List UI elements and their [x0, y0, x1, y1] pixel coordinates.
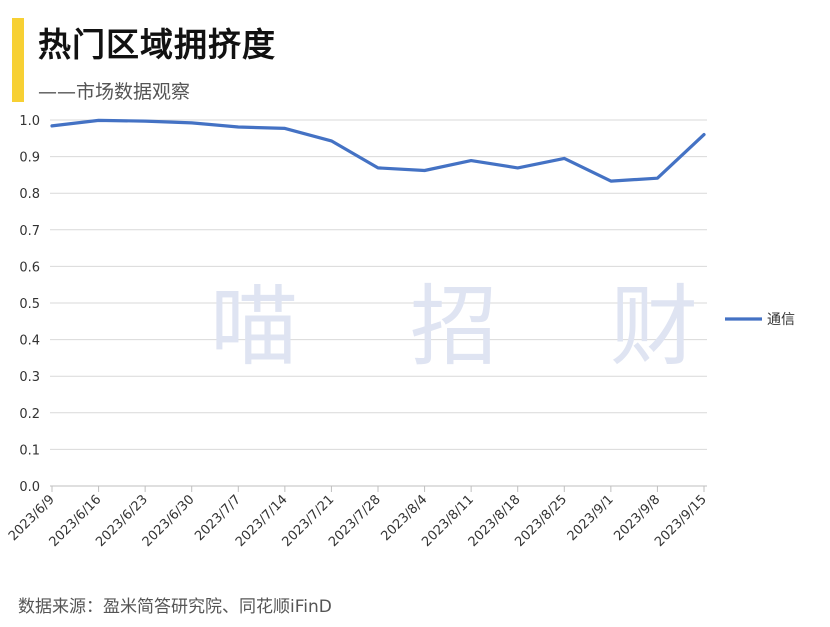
data-source-note: 数据来源：盈米简答研究院、同花顺iFinD: [18, 597, 332, 617]
series-lines: [50, 118, 706, 183]
y-tick-label: 0.2: [19, 407, 40, 422]
y-tick-label: 0.8: [19, 187, 40, 202]
grid-lines: [50, 119, 707, 487]
legend: 通信: [725, 312, 795, 328]
y-tick-label: 1.0: [19, 114, 40, 129]
y-tick-label: 0.0: [19, 480, 40, 495]
y-tick-label: 0.4: [19, 334, 40, 349]
y-tick-label: 0.5: [19, 297, 40, 312]
title-accent-bar: [12, 18, 24, 102]
page-title: 热门区域拥挤度: [38, 25, 276, 64]
series-line: [50, 118, 706, 183]
y-tick-label: 0.1: [19, 443, 40, 458]
x-axis-ticks: 2023/6/92023/6/162023/6/232023/6/302023/…: [6, 486, 710, 550]
y-tick-label: 0.6: [19, 260, 40, 275]
y-tick-label: 0.7: [19, 224, 40, 239]
y-tick-label: 0.3: [19, 370, 40, 385]
legend-label: 通信: [767, 312, 795, 328]
y-axis-ticks: 0.0 0.1 0.2 0.3 0.4 0.5 0.6 0.7 0.8 0.9 1.0: [19, 114, 40, 495]
page-subtitle: ——市场数据观察: [38, 81, 191, 103]
y-tick-label: 0.9: [19, 151, 40, 166]
x-tick-label: 2023/9/1: [565, 492, 617, 544]
